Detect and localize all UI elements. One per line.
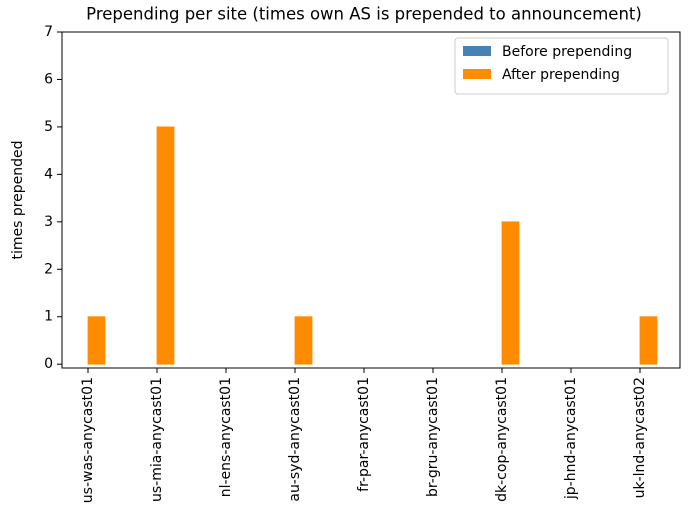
x-tick-label: us-was-anycast01 [80, 377, 96, 503]
y-tick-label: 3 [44, 214, 53, 230]
legend-swatch [463, 46, 491, 56]
bar [639, 316, 658, 365]
y-tick-label: 6 [44, 71, 53, 87]
y-tick-label: 5 [44, 119, 53, 135]
y-tick-label: 7 [44, 24, 53, 40]
y-tick-label: 0 [44, 356, 53, 372]
x-tick-label: uk-lnd-anycast02 [632, 377, 648, 498]
y-tick-label: 2 [44, 261, 53, 277]
x-tick-label: fr-par-anycast01 [356, 377, 372, 492]
x-tick-label: dk-cop-anycast01 [494, 377, 510, 502]
bar [156, 126, 175, 365]
y-tick-label: 4 [44, 166, 53, 182]
legend-box [454, 37, 669, 95]
y-tick-label: 1 [44, 309, 53, 325]
x-tick-label: jp-hnd-anycast01 [563, 377, 579, 500]
x-tick-label: br-gru-anycast01 [425, 377, 441, 497]
axes-frame [61, 31, 681, 369]
legend-label: After prepending [502, 67, 620, 83]
y-axis-label: times prepended [10, 140, 26, 259]
legend-swatch [463, 69, 491, 79]
bar [87, 316, 106, 365]
x-tick-label: au-syd-anycast01 [287, 377, 303, 502]
chart-title: Prepending per site (times own AS is pre… [86, 5, 642, 24]
legend-label: Before prepending [502, 44, 632, 60]
x-tick-label: us-mia-anycast01 [149, 377, 165, 502]
x-tick-label: nl-ens-anycast01 [218, 377, 234, 497]
bar [501, 221, 520, 365]
bar [294, 316, 313, 365]
